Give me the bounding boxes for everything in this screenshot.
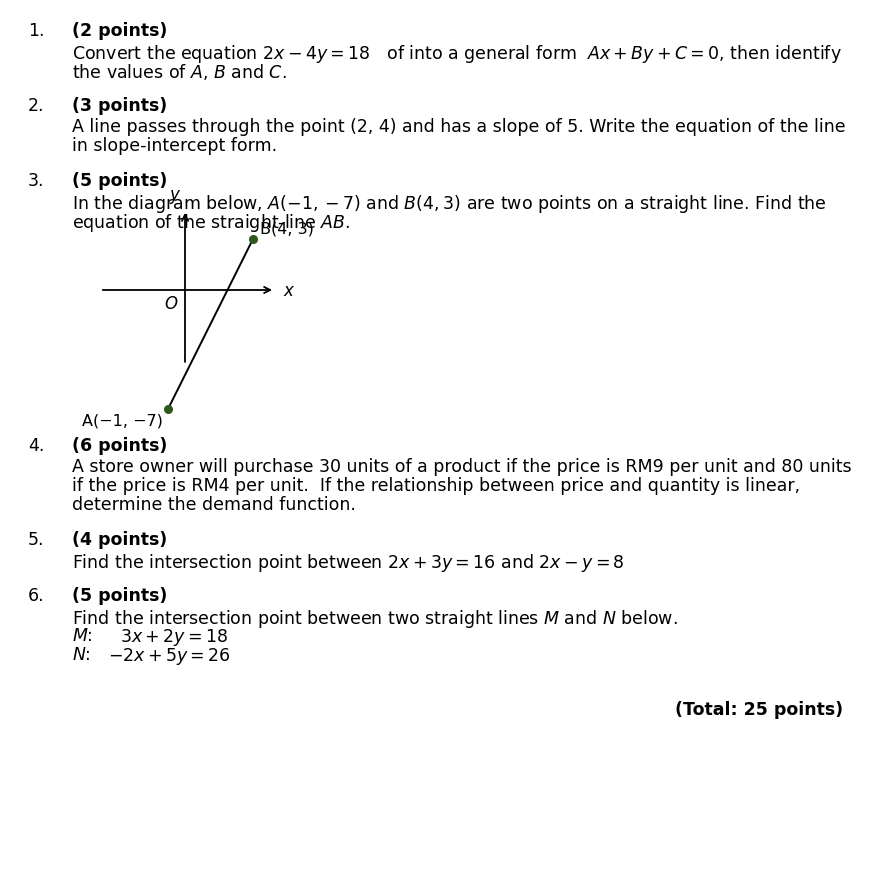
Text: In the diagram below, $A(-1,-7)$ and $B(4,3)$ are two points on a straight line.: In the diagram below, $A(-1,-7)$ and $B(… [72, 193, 827, 215]
Text: (2 points): (2 points) [72, 22, 167, 40]
Text: Find the intersection point between $2x + 3y = 16$ and $2x - y = 8$: Find the intersection point between $2x … [72, 551, 625, 573]
Text: (3 points): (3 points) [72, 97, 167, 115]
Text: 3.: 3. [28, 172, 44, 190]
Text: (5 points): (5 points) [72, 172, 167, 190]
Text: Find the intersection point between two straight lines $M$ and $N$ below.: Find the intersection point between two … [72, 608, 678, 630]
Text: B(4, 3): B(4, 3) [260, 222, 314, 237]
Text: determine the demand function.: determine the demand function. [72, 495, 356, 514]
Text: 1.: 1. [28, 22, 44, 40]
Text: 2.: 2. [28, 97, 44, 115]
Text: $-2x + 5y = 26$: $-2x + 5y = 26$ [108, 645, 231, 666]
Text: equation of the straight-line $AB$.: equation of the straight-line $AB$. [72, 212, 350, 234]
Text: A(−1, −7): A(−1, −7) [82, 414, 163, 428]
Text: (5 points): (5 points) [72, 587, 167, 604]
Text: (6 points): (6 points) [72, 436, 167, 455]
Text: (4 points): (4 points) [72, 530, 167, 549]
Text: the values of $A$, $B$ and $C$.: the values of $A$, $B$ and $C$. [72, 62, 287, 82]
Text: in slope-intercept form.: in slope-intercept form. [72, 137, 277, 155]
Text: A store owner will purchase 30 units of a product if the price is RM9 per unit a: A store owner will purchase 30 units of … [72, 457, 852, 476]
Text: (Total: 25 points): (Total: 25 points) [675, 700, 843, 718]
Text: $O$: $O$ [164, 295, 178, 313]
Text: 4.: 4. [28, 436, 44, 455]
Text: $M$:: $M$: [72, 626, 92, 644]
Text: if the price is RM4 per unit.  If the relationship between price and quantity is: if the price is RM4 per unit. If the rel… [72, 477, 800, 494]
Text: Convert the equation $2x - 4y = 18$   of into a general form  $Ax + By + C = 0$,: Convert the equation $2x - 4y = 18$ of i… [72, 43, 842, 65]
Text: $x$: $x$ [283, 282, 295, 299]
Text: A line passes through the point (2, 4) and has a slope of 5. Write the equation : A line passes through the point (2, 4) a… [72, 118, 846, 136]
Text: $3x + 2y = 18$: $3x + 2y = 18$ [120, 626, 228, 647]
Text: $y$: $y$ [169, 188, 181, 205]
Text: 5.: 5. [28, 530, 44, 549]
Text: $N$:: $N$: [72, 645, 91, 663]
Text: 6.: 6. [28, 587, 44, 604]
